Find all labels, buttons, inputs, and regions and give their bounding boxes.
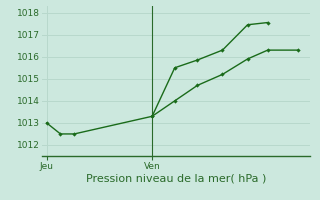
X-axis label: Pression niveau de la mer( hPa ): Pression niveau de la mer( hPa )	[86, 173, 266, 183]
